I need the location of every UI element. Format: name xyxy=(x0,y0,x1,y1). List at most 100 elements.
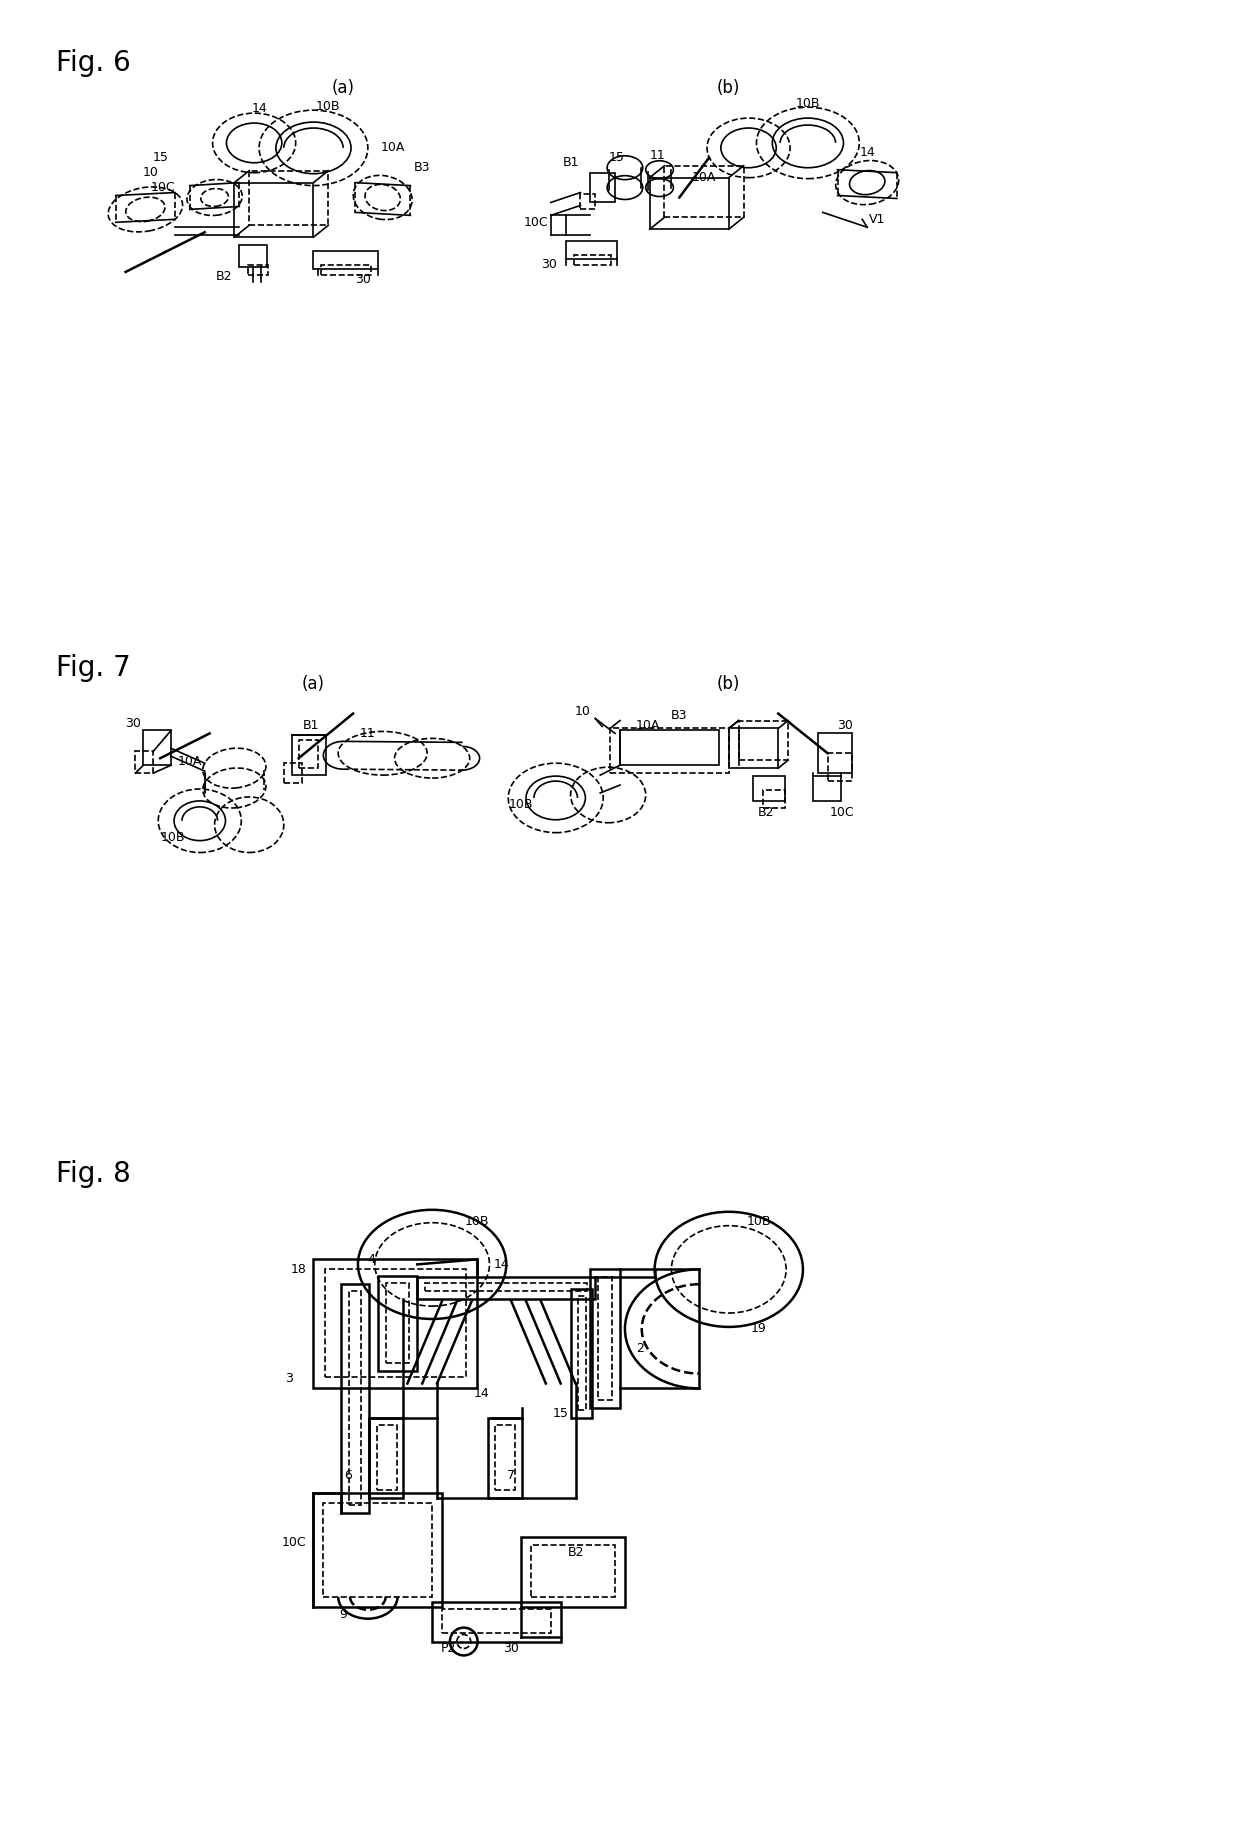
Bar xyxy=(598,1277,613,1400)
Text: 10A: 10A xyxy=(692,171,717,184)
Text: 10B: 10B xyxy=(161,831,185,844)
Bar xyxy=(487,1418,522,1498)
Bar xyxy=(812,775,841,801)
Bar xyxy=(496,1426,515,1490)
Bar xyxy=(590,1269,620,1409)
Text: P2: P2 xyxy=(440,1641,455,1654)
Text: 4: 4 xyxy=(367,1253,374,1265)
Bar xyxy=(386,1284,409,1363)
Text: Fig. 8: Fig. 8 xyxy=(56,1160,131,1188)
Bar xyxy=(531,1545,615,1597)
Bar xyxy=(565,241,618,260)
Bar xyxy=(570,1289,593,1418)
Text: B3: B3 xyxy=(414,162,430,175)
Bar xyxy=(665,166,744,217)
Bar xyxy=(248,265,268,274)
Text: 10C: 10C xyxy=(281,1536,306,1549)
Text: B1: B1 xyxy=(562,157,579,169)
Text: 10C: 10C xyxy=(151,181,176,193)
Bar xyxy=(377,1426,397,1490)
Text: 11: 11 xyxy=(360,728,376,740)
Text: 9: 9 xyxy=(340,1608,347,1621)
Text: (a): (a) xyxy=(303,674,325,693)
Bar xyxy=(610,728,729,774)
Bar xyxy=(234,182,314,238)
Bar xyxy=(580,193,595,210)
Text: 15: 15 xyxy=(609,151,625,164)
Text: V1: V1 xyxy=(869,214,885,227)
Bar xyxy=(418,1277,595,1299)
Text: 19: 19 xyxy=(750,1323,766,1335)
Bar xyxy=(284,763,301,783)
Bar xyxy=(314,1492,441,1606)
Bar xyxy=(341,1284,368,1512)
Text: 10A: 10A xyxy=(381,142,404,155)
Text: 30: 30 xyxy=(355,273,371,286)
Bar xyxy=(325,1269,466,1376)
Text: 2: 2 xyxy=(636,1343,644,1356)
Bar xyxy=(590,173,615,203)
Text: 10B: 10B xyxy=(796,98,820,111)
Bar xyxy=(432,1603,560,1641)
Bar xyxy=(574,254,611,265)
Text: 30: 30 xyxy=(503,1641,520,1654)
Bar xyxy=(579,1297,587,1411)
Bar xyxy=(314,251,378,269)
Bar xyxy=(650,177,729,228)
Text: B2: B2 xyxy=(567,1545,584,1558)
Text: B1: B1 xyxy=(304,718,320,731)
Text: Fig. 7: Fig. 7 xyxy=(56,654,131,682)
Text: Fig. 6: Fig. 6 xyxy=(56,48,131,77)
Bar xyxy=(368,1418,403,1498)
Bar xyxy=(350,1291,361,1505)
Text: B2: B2 xyxy=(758,807,775,820)
Text: 10A: 10A xyxy=(635,718,660,731)
Text: 3: 3 xyxy=(285,1372,293,1385)
Text: 7: 7 xyxy=(507,1470,516,1483)
Text: 30: 30 xyxy=(125,717,141,729)
Bar xyxy=(425,1284,588,1291)
Bar xyxy=(521,1538,625,1606)
Text: 14: 14 xyxy=(252,101,267,114)
Text: 10C: 10C xyxy=(830,807,854,820)
Bar xyxy=(754,775,785,801)
Bar xyxy=(764,790,785,809)
Text: 10B: 10B xyxy=(508,798,533,810)
Bar xyxy=(239,245,267,267)
Bar xyxy=(314,1260,476,1389)
Text: 10B: 10B xyxy=(746,1216,771,1229)
Bar xyxy=(729,728,779,768)
Text: (b): (b) xyxy=(717,79,740,98)
Bar xyxy=(135,752,154,774)
Bar xyxy=(378,1277,418,1370)
Text: 30: 30 xyxy=(541,258,557,271)
Bar xyxy=(817,733,852,774)
Text: 18: 18 xyxy=(290,1264,306,1277)
Text: 10B: 10B xyxy=(316,99,341,112)
Text: 30: 30 xyxy=(837,718,853,731)
Text: B3: B3 xyxy=(671,709,687,722)
Text: 10C: 10C xyxy=(523,216,548,228)
Bar xyxy=(299,740,319,768)
Text: 10: 10 xyxy=(143,166,159,179)
Bar xyxy=(321,265,371,274)
Bar xyxy=(620,731,719,764)
Text: 14: 14 xyxy=(859,146,875,160)
Text: 6: 6 xyxy=(345,1470,352,1483)
Bar xyxy=(827,753,852,781)
Text: 14: 14 xyxy=(474,1387,490,1400)
Bar xyxy=(249,171,329,225)
Bar xyxy=(739,720,789,761)
Bar xyxy=(324,1503,432,1597)
Text: 10B: 10B xyxy=(464,1216,489,1229)
Bar xyxy=(441,1608,551,1632)
Text: 11: 11 xyxy=(650,149,666,162)
Text: 10A: 10A xyxy=(177,755,202,768)
Bar xyxy=(291,735,326,775)
Text: B2: B2 xyxy=(216,271,233,284)
Text: 15: 15 xyxy=(153,151,169,164)
Bar xyxy=(144,731,171,764)
Text: 14: 14 xyxy=(494,1258,510,1271)
Text: 15: 15 xyxy=(553,1407,569,1420)
Text: 10: 10 xyxy=(574,705,590,718)
